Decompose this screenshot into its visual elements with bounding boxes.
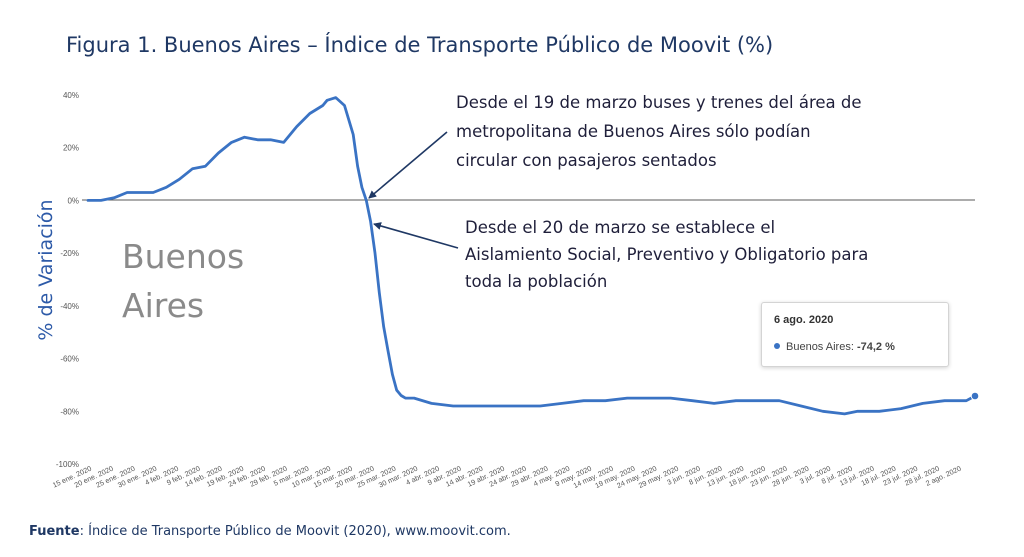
series-line-buenos-aires (86, 96, 977, 416)
tooltip-value: -74,2 % (856, 341, 895, 353)
tooltip-date: 6 ago. 2020 (774, 314, 834, 326)
annotation-1-line-3: circular con pasajeros sentados (456, 151, 717, 170)
y-tick-label: 0% (67, 196, 79, 205)
y-axis-ticks: 40% 20% 0% -20% -40% -60% -80% -100% (56, 91, 79, 469)
annotation-1-line-2: metropolitana de Buenos Aires sólo podía… (456, 122, 811, 141)
y-tick-label: -100% (56, 460, 79, 469)
tooltip-series-label: Buenos Aires: (786, 341, 854, 353)
annotation-1: Desde el 19 de marzo buses y trenes del … (456, 88, 862, 175)
annotation-2-line-3: toda la población (465, 272, 608, 291)
source-text: : Índice de Transporte Público de Moovit… (79, 524, 511, 539)
series-end-point[interactable] (970, 391, 980, 401)
watermark-line-1: Buenos (122, 237, 245, 276)
city-watermark: Buenos Aires (122, 232, 244, 330)
annotation-2: Desde el 20 de marzo se establece el Ais… (465, 214, 868, 295)
series-layer (86, 96, 980, 416)
annotation-arrow-2 (373, 222, 459, 249)
y-tick-label: -20% (60, 249, 79, 258)
chart-title: Figura 1. Buenos Aires – Índice de Trans… (66, 33, 774, 57)
y-tick-label: 40% (63, 91, 79, 100)
y-tick-label: -60% (60, 355, 79, 364)
y-tick-label: -40% (60, 302, 79, 311)
series-marker-icon (774, 343, 780, 349)
y-tick-label: 20% (63, 144, 79, 153)
source-note: Fuente: Índice de Transporte Público de … (29, 524, 511, 539)
annotation-1-line-1: Desde el 19 de marzo buses y trenes del … (456, 93, 862, 112)
annotation-2-line-2: Aislamiento Social, Preventivo y Obligat… (465, 245, 869, 264)
watermark-line-2: Aires (122, 286, 205, 325)
annotation-arrow-1 (368, 131, 448, 199)
y-tick-label: -80% (60, 407, 79, 416)
tooltip-row: Buenos Aires: -74,2 % (774, 341, 895, 353)
chart-tooltip: 6 ago. 2020 Buenos Aires: -74,2 % (761, 302, 949, 367)
y-axis-title: % de Variación (35, 199, 57, 340)
source-label: Fuente (29, 524, 80, 539)
annotation-2-line-1: Desde el 20 de marzo se establece el (465, 218, 776, 237)
